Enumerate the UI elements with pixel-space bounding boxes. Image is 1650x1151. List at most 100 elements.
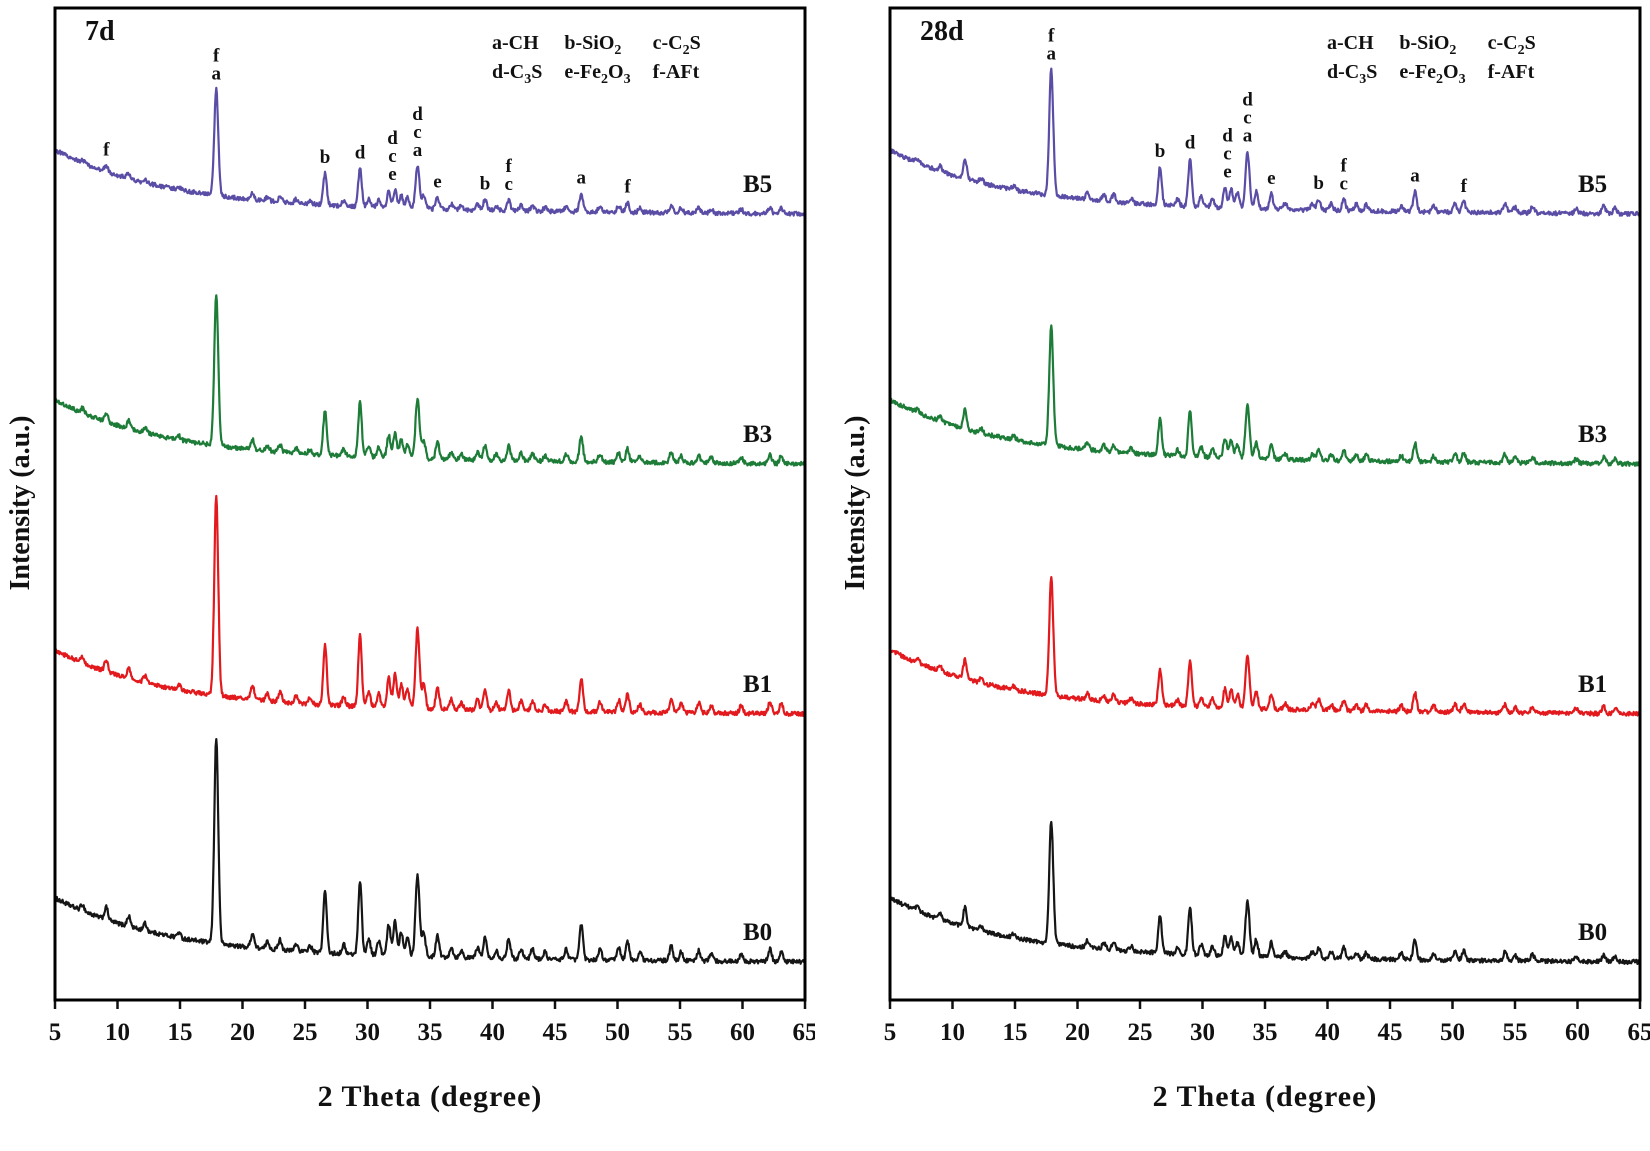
y-axis-label: Intensity (a.u.) [840,415,871,591]
x-tick-label: 10 [940,1019,965,1046]
trace-B3 [55,294,805,467]
x-tick-label: 20 [230,1019,255,1046]
trace-B5 [55,86,805,217]
panel-28d: B0 B1 B3 B5 f a b d d c e d c a e b f c a f 5 10 15 20 25 30 35 40 4… [835,0,1650,1151]
series-label-B3: B3 [1578,421,1607,448]
peak-label-a: a [1410,166,1420,187]
series-label-B1: B1 [1578,671,1607,698]
peak-label-f: f [213,46,220,67]
x-tick-label: 45 [543,1019,568,1046]
x-axis-label: 2 Theta (degree) [1152,1080,1378,1113]
plot-frame [888,6,1642,1002]
legend-item: b-SiO2 [1399,32,1457,58]
legend-item: f-AFt [652,61,700,83]
trace-B1 [890,576,1640,717]
x-tick-label: 35 [1253,1019,1278,1046]
peak-label-e: e [1223,162,1231,183]
x-tick-label: 5 [49,1019,62,1046]
x-tick-label: 50 [605,1019,630,1046]
series-label-B5: B5 [1578,171,1607,198]
x-tick-label: 35 [418,1019,443,1046]
legend-item: b-SiO2 [564,32,622,58]
legend-item: a-CH [1327,32,1374,54]
peak-label-f: f [1341,155,1348,176]
peak-label-c: c [413,122,421,143]
peak-label-a: a [211,64,221,85]
peak-label-d: d [387,128,398,149]
peak-label-b: b [1313,173,1324,194]
peak-label-b: b [1155,141,1166,162]
legend-item: e-Fe2O3 [564,61,631,87]
legend-item: a-CH [492,32,539,54]
x-tick-label: 5 [884,1019,897,1046]
x-tick-label: 25 [1128,1019,1153,1046]
peak-label-d: d [412,104,423,125]
y-axis-label: Intensity (a.u.) [5,415,36,591]
peak-label-a: a [577,168,587,189]
peak-label-f: f [1048,26,1055,47]
peak-label-e: e [1267,168,1275,189]
trace-B1 [55,494,805,717]
x-tick-label: 55 [668,1019,693,1046]
peak-label-c: c [1339,173,1347,194]
peak-label-d: d [1242,90,1253,111]
x-tick-label: 60 [1565,1019,1590,1046]
peak-label-c: c [1243,108,1251,129]
phase-legend: a-CH b-SiO2 c-C2S d-C3S e-Fe2O3 f-AFt [1327,32,1536,88]
peak-label-d: d [1185,133,1196,154]
plot-frame [53,6,807,1002]
peak-label-d: d [1222,126,1233,147]
peak-label-b: b [480,174,491,195]
peak-label-e: e [388,164,396,185]
peak-label-e: e [433,172,441,193]
x-tick-label: 60 [730,1019,755,1046]
peak-label-f: f [624,177,631,198]
legend-item: d-C3S [492,61,543,87]
peak-label-a: a [1243,126,1253,147]
x-tick-label: 55 [1503,1019,1528,1046]
trace-B0 [890,820,1640,965]
peak-label-a: a [413,140,423,161]
legend-item: d-C3S [1327,61,1378,87]
x-tick-label: 15 [1003,1019,1028,1046]
series-label-B5: B5 [743,171,772,198]
x-tick-label: 20 [1065,1019,1090,1046]
trace-B5 [890,67,1640,217]
x-tick-label: 10 [105,1019,130,1046]
x-tick-label: 30 [355,1019,380,1046]
x-tick-label: 65 [1628,1019,1650,1046]
x-tick-label: 40 [480,1019,505,1046]
panel-title-28d: 28d [920,16,964,47]
x-tick-label: 40 [1315,1019,1340,1046]
series-label-B0: B0 [1578,919,1607,946]
series-label-B1: B1 [743,671,772,698]
legend-item: e-Fe2O3 [1399,61,1466,87]
x-tick-label: 45 [1378,1019,1403,1046]
x-tick-label: 50 [1440,1019,1465,1046]
peak-label-f: f [1461,176,1468,197]
peak-label-f: f [103,139,110,160]
peak-label-c: c [388,146,396,167]
legend-item: f-AFt [1487,61,1535,83]
x-tick-label: 25 [293,1019,318,1046]
x-tick-label: 15 [168,1019,193,1046]
x-axis-label: 2 Theta (degree) [317,1080,543,1113]
series-label-B0: B0 [743,919,772,946]
trace-B0 [55,738,805,965]
series-label-B3: B3 [743,421,772,448]
x-tick-label: 65 [793,1019,816,1046]
peak-label-b: b [320,147,331,168]
peak-label-f: f [506,156,513,177]
peak-label-a: a [1046,44,1056,65]
legend-item: c-C2S [652,32,701,58]
peak-label-d: d [355,142,366,163]
legend-item: c-C2S [1487,32,1536,58]
trace-B3 [890,324,1640,467]
panel-title-7d: 7d [85,16,115,47]
x-tick-label: 30 [1190,1019,1215,1046]
peak-label-c: c [1223,144,1231,165]
peak-label-c: c [504,174,512,195]
